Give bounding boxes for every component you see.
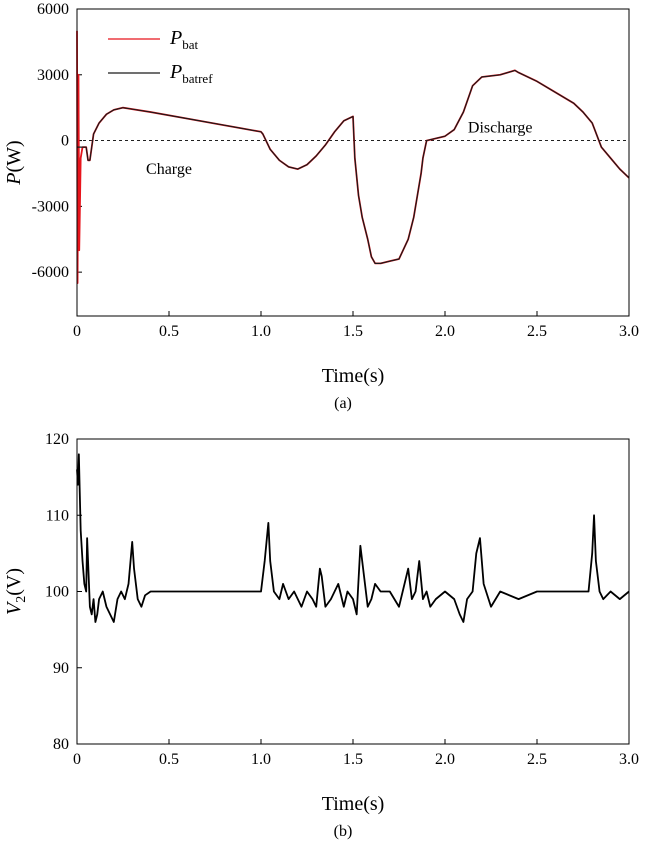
x-tick-label: 2.0: [435, 751, 455, 768]
voltage-chart-frame: [76, 438, 630, 745]
y-tick-label: 0: [61, 133, 69, 150]
y-tick-label: 6000: [37, 1, 69, 18]
voltage-chart-caption: (b): [334, 823, 353, 840]
x-tick-label: 1.0: [251, 751, 271, 768]
legend-label: Pbatref: [169, 61, 213, 86]
power-chart-panel: 0 0.5 1.0 1.5 2.0 2.5 3.0 6000 3000 0 -3000 -6000 C…: [3, 1, 639, 412]
voltage-chart-ticks: 0 0.5 1.0 1.5 2.0 2.5 3.0 120 110 100 90 80: [45, 431, 639, 768]
y-tick-label: 3000: [37, 67, 69, 84]
y-tick-label: -6000: [32, 264, 69, 281]
series-line-p-batref: [77, 69, 630, 264]
legend-label-sub: bat: [182, 37, 198, 52]
series-line-p-bat: [76, 30, 630, 285]
y-tick-label: 90: [53, 660, 69, 677]
y-tick-label: -3000: [32, 198, 69, 215]
power-chart-y-label: P(W): [3, 140, 25, 185]
x-tick-label: 0: [73, 751, 81, 768]
series-line: [76, 453, 630, 623]
y-tick-label: 80: [53, 736, 69, 753]
voltage-chart-series: [76, 453, 630, 623]
x-tick-label: 0.5: [159, 751, 179, 768]
y-tick-label: 110: [46, 507, 69, 524]
power-chart-annotations: Charge Discharge: [146, 119, 532, 178]
annotation-charge: Charge: [146, 161, 192, 178]
voltage-chart-panel: 0 0.5 1.0 1.5 2.0 2.5 3.0 120 110 100 90 80 V2(V) T…: [3, 431, 639, 840]
legend-label-sub: batref: [182, 71, 213, 86]
x-tick-label: 2.5: [527, 751, 547, 768]
y-tick-label: 120: [45, 431, 69, 448]
legend-label: Pbat: [169, 27, 198, 52]
x-tick-label: 3.0: [619, 751, 639, 768]
x-tick-label: 0: [73, 323, 81, 340]
x-tick-label: 2.0: [435, 323, 455, 340]
legend-label-main: P: [169, 61, 182, 83]
power-chart-x-label: Time(s): [322, 365, 385, 387]
power-chart-series: [76, 30, 630, 285]
annotation-discharge: Discharge: [468, 119, 533, 136]
voltage-chart-x-label: Time(s): [322, 793, 385, 815]
power-chart-ticks: 0 0.5 1.0 1.5 2.0 2.5 3.0 6000 3000 0 -3000 -6000: [32, 1, 639, 340]
x-tick-label: 1.5: [343, 751, 363, 768]
voltage-chart-y-label: V2(V): [3, 568, 29, 615]
x-tick-label: 0.5: [159, 323, 179, 340]
power-chart-frame: [76, 8, 630, 317]
x-tick-label: 1.0: [251, 323, 271, 340]
x-tick-label: 3.0: [619, 323, 639, 340]
x-tick-label: 2.5: [527, 323, 547, 340]
power-chart-caption: (a): [334, 395, 352, 412]
x-tick-label: 1.5: [343, 323, 363, 340]
y-tick-label: 100: [45, 584, 69, 601]
legend-label-main: P: [169, 27, 182, 49]
